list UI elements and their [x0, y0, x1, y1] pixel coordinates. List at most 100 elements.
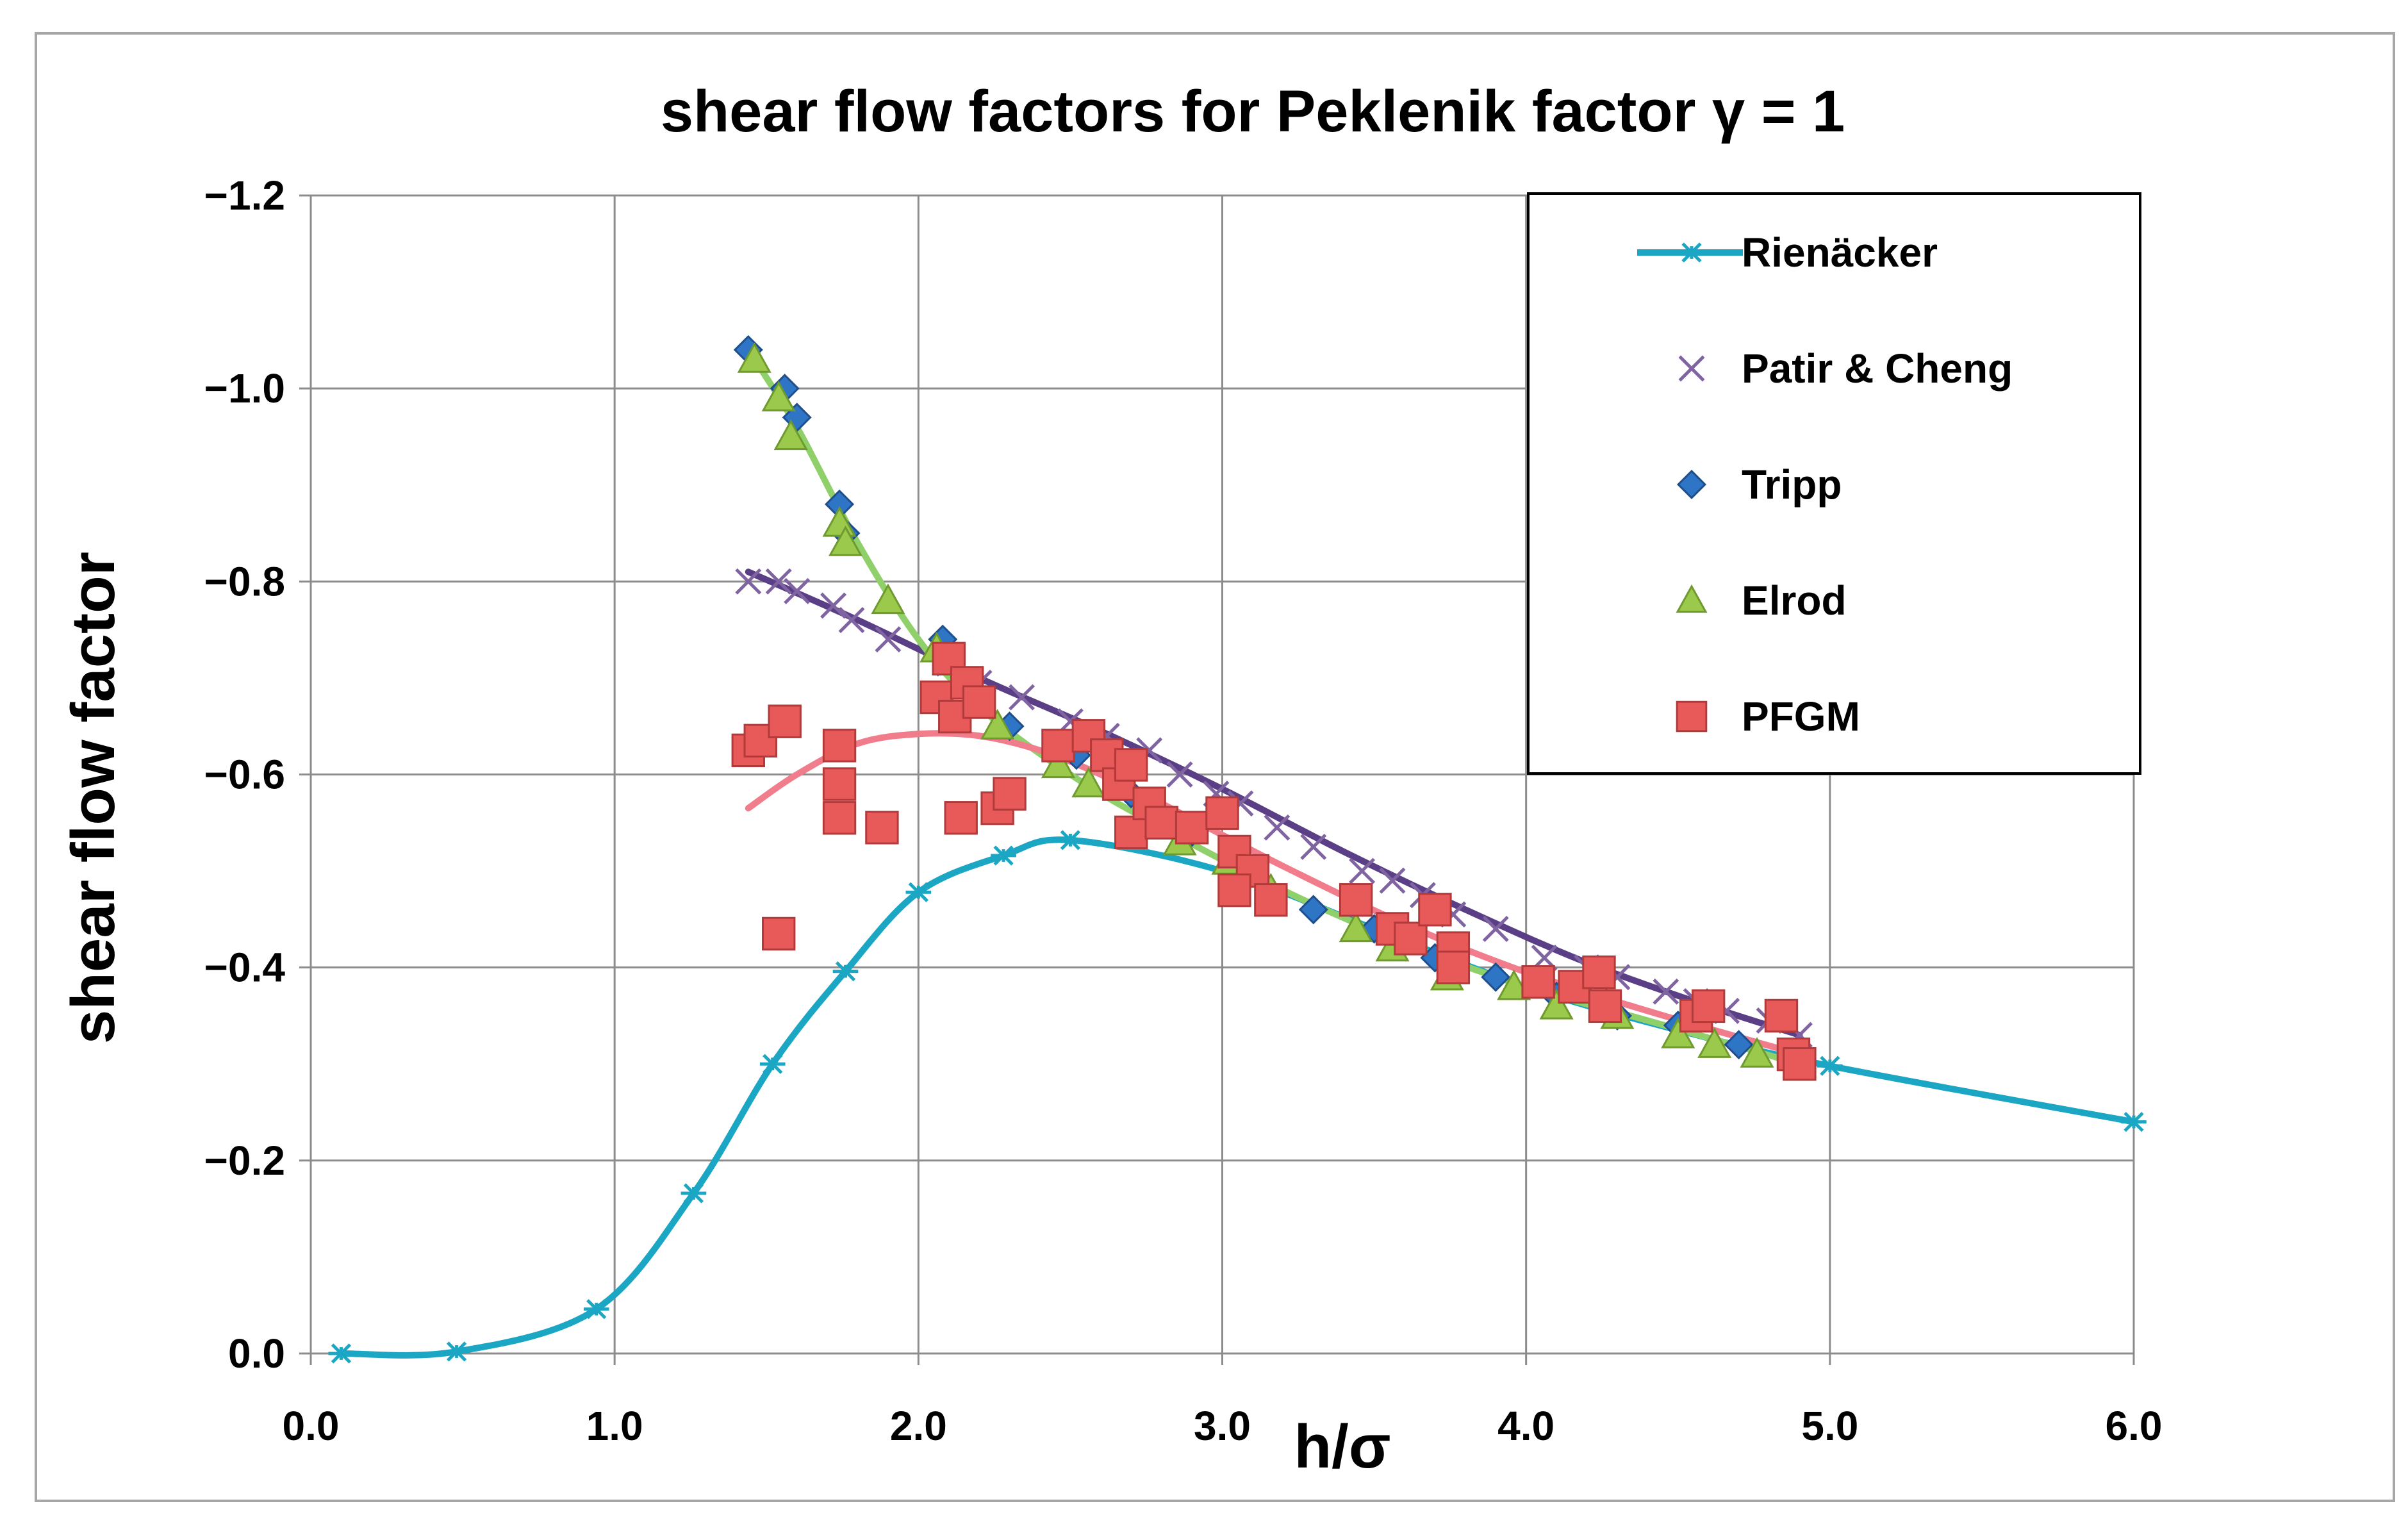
series-rien-cker [328, 830, 2147, 1364]
y-tick-label: −0.4 [204, 945, 286, 991]
legend-marker-rien-cker [1679, 242, 1704, 263]
point-pfgm [1588, 989, 1622, 1023]
y-tick-label: −0.2 [204, 1138, 285, 1184]
x-tick-label: 6.0 [2106, 1403, 2163, 1449]
legend-label-tripp: Tripp [1742, 461, 1842, 508]
point-pfgm [1114, 815, 1148, 850]
y-axis-title: shear flow factor [59, 552, 128, 1044]
point-pfgm [768, 704, 802, 738]
point-patir-cheng [1264, 814, 1291, 841]
point-patir-cheng [838, 607, 865, 634]
point-rien-cker [583, 1299, 609, 1320]
point-rien-cker [328, 1343, 354, 1364]
point-patir-cheng [1166, 761, 1193, 788]
legend-label-pfgm: PFGM [1742, 693, 1860, 740]
point-pfgm [1175, 811, 1209, 845]
legend-label-elrod: Elrod [1742, 577, 1847, 624]
point-rien-cker [759, 1054, 786, 1074]
point-pfgm [1339, 883, 1373, 917]
point-pfgm [1041, 729, 1075, 763]
point-patir-cheng [1009, 684, 1035, 711]
legend-marker-patir-cheng [1678, 355, 1705, 382]
legend-marker-tripp [1676, 469, 1707, 500]
y-tick-label: −1.0 [204, 365, 285, 411]
x-tick-label: 1.0 [586, 1403, 643, 1449]
point-pfgm [1764, 998, 1799, 1033]
point-elrod [761, 381, 796, 411]
legend-marker-elrod [1676, 584, 1708, 613]
y-tick-label: −1.2 [204, 172, 285, 219]
point-patir-cheng [1379, 867, 1406, 894]
point-rien-cker [1817, 1055, 1843, 1076]
point-pfgm [1521, 965, 1555, 999]
point-elrod [773, 419, 808, 451]
point-pfgm [822, 729, 857, 763]
point-pfgm [1114, 748, 1148, 782]
point-tripp [1298, 895, 1328, 925]
x-tick-label: 4.0 [1497, 1403, 1554, 1449]
point-rien-cker [443, 1341, 470, 1362]
point-pfgm [1205, 796, 1239, 830]
point-pfgm [762, 916, 796, 951]
point-elrod [1539, 988, 1574, 1020]
x-tick-label: 5.0 [1801, 1403, 1858, 1449]
point-patir-cheng [820, 592, 847, 619]
point-elrod [1740, 1037, 1774, 1068]
point-patir-cheng [1300, 833, 1327, 860]
point-pfgm [1582, 955, 1616, 989]
data-markers [328, 335, 2147, 1364]
x-tick-label: 3.0 [1194, 1403, 1251, 1449]
axes: 0.0 1.0 2.0 3.0 4.0 5.0 6.0 0.0 −0.2 −0.4 −0.6 −0.8… [204, 172, 2163, 1449]
point-patir-cheng [1482, 915, 1509, 942]
y-tick-label: −0.8 [204, 558, 285, 604]
point-elrod [1339, 911, 1373, 943]
y-tick-label: −0.6 [204, 752, 285, 798]
chart-title: shear flow factors for Peklenik factor γ… [661, 79, 1845, 144]
point-patir-cheng [735, 568, 762, 595]
x-axis-title: h/σ [1294, 1412, 1391, 1481]
point-pfgm [1783, 1047, 1817, 1081]
point-elrod [1661, 1017, 1695, 1048]
point-rien-cker [905, 882, 932, 902]
series-pfgm [731, 641, 1817, 1081]
legend-marker-pfgm [1676, 700, 1708, 732]
legend-label-rien-cker: Rienäcker [1742, 229, 1938, 276]
point-elrod [1041, 747, 1075, 779]
point-patir-cheng [875, 626, 902, 653]
point-pfgm [1217, 873, 1251, 907]
point-patir-cheng [784, 577, 811, 604]
point-rien-cker [1057, 830, 1084, 850]
point-pfgm [962, 685, 996, 719]
legend-label-patir-cheng: Patir & Cheng [1742, 345, 2013, 392]
point-patir-cheng [1349, 857, 1376, 884]
x-tick-label: 2.0 [890, 1403, 947, 1449]
trend-line-patir-cheng [745, 568, 1803, 1039]
point-elrod [828, 526, 863, 556]
x-tick-label: 0.0 [283, 1403, 340, 1449]
point-patir-cheng [765, 568, 792, 595]
point-elrod [871, 583, 905, 615]
point-elrod [1071, 766, 1106, 798]
point-pfgm [865, 811, 899, 845]
point-tripp [1724, 1030, 1754, 1060]
point-rien-cker [2121, 1111, 2147, 1132]
point-rien-cker [991, 845, 1016, 866]
point-patir-cheng [1653, 978, 1679, 1005]
point-rien-cker [832, 961, 859, 982]
point-pfgm [1436, 950, 1471, 984]
point-pfgm [1144, 806, 1178, 840]
point-elrod [737, 342, 771, 373]
point-pfgm [822, 801, 857, 835]
point-pfgm [822, 767, 857, 801]
point-pfgm [944, 801, 978, 835]
point-elrod [1697, 1027, 1732, 1058]
point-rien-cker [680, 1183, 707, 1204]
y-tick-label: 0.0 [228, 1330, 285, 1377]
legend-box [1527, 192, 2141, 775]
point-tripp [1481, 962, 1511, 992]
point-pfgm [1254, 883, 1288, 917]
point-pfgm [1394, 922, 1428, 956]
point-elrod [980, 709, 1015, 740]
